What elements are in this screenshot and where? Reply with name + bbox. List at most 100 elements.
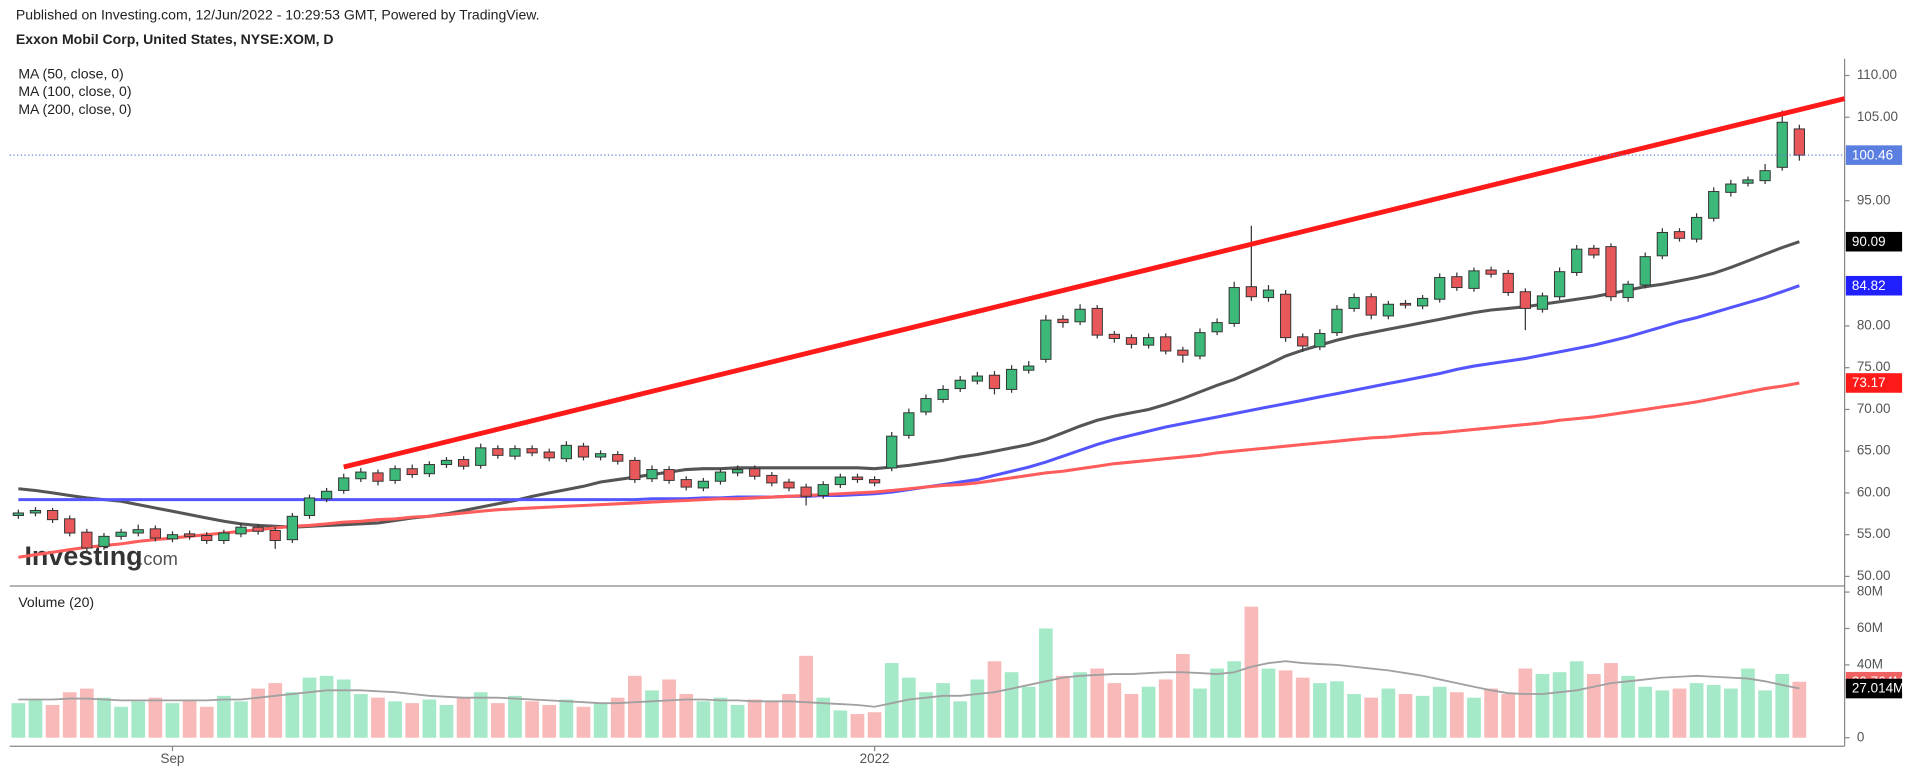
volume-bar [1021,686,1036,738]
volume-bar [1124,694,1139,738]
candle-body [783,481,795,489]
candle-body [577,445,590,458]
volume-bar [182,699,197,738]
volume-bar [1398,694,1413,738]
volume-bar [1330,681,1344,738]
volume-bar [1227,661,1242,738]
candle-body [1416,297,1429,307]
volume-bar [1484,688,1498,738]
volume-bar [850,714,865,738]
candle-body [800,486,812,497]
candle-body [1451,276,1463,289]
candle-body [1023,365,1035,371]
volume-bar [28,699,43,738]
candle-body [235,526,247,535]
candle-body [132,529,144,534]
volume-bar [216,695,231,738]
volume-bar [1449,692,1464,738]
volume-bar [508,695,522,738]
volume-bar [1638,686,1653,738]
candle-body [1262,289,1275,299]
ma-legend: MA (50, close, 0) [18,65,123,81]
candle-body [269,530,281,542]
volume-bar [764,701,779,738]
candle-body [303,497,316,516]
moving-average-line [18,284,1800,502]
volume-bar [1193,688,1207,738]
volume-bar [679,694,694,738]
candle-body [629,459,641,481]
candle-body [457,459,470,467]
ma-legend: MA (100, close, 0) [18,83,131,99]
volume-bar [1432,686,1447,738]
candle-body [714,471,727,482]
candle-body [115,531,127,537]
y-tick-label: 75.00 [1857,359,1891,374]
candle-body [338,477,350,491]
last-price-label: 100.46 [1852,147,1893,162]
candle-body [201,535,213,542]
candle-body [543,451,555,459]
volume-bar [867,712,882,738]
ma-last-label-box [1845,275,1903,296]
volume-bar [456,697,471,738]
candle-body [731,469,744,474]
volume-tick-label: 40M [1857,656,1883,671]
candle-body [1279,293,1292,339]
volume-ma-line [18,660,1800,708]
candle-body [218,532,230,542]
candle-body [1245,286,1257,298]
candle-body [320,490,333,500]
candle-body [526,448,538,454]
volume-bar [79,688,94,738]
candle-body [1468,270,1480,289]
candle-body [663,469,675,481]
volume-bars [11,606,1807,738]
candle-body [1605,246,1617,298]
candle-body [1776,121,1788,168]
volume-bar [422,699,437,738]
candle-body [509,448,521,457]
y-tick-label: 70.00 [1857,401,1891,416]
volume-bar [1775,674,1790,738]
volume-bar [336,679,351,738]
candle-body [149,528,161,539]
volume-bar [782,694,796,738]
volume-bar [1107,683,1122,738]
ma-last-label-box [1845,231,1903,252]
volume-bar [1689,683,1704,738]
candle-body [1228,287,1240,324]
candle-body [46,509,59,521]
candle-body [1297,336,1309,347]
volume-bar [1792,681,1807,738]
candle-body [612,454,624,462]
candle-body [1571,248,1583,274]
candle-body [1348,297,1360,309]
volume-bar [285,692,300,738]
candle-body [1331,308,1343,334]
candle-body [98,535,110,547]
volume-bar [1621,675,1635,738]
candle-body [1690,216,1703,240]
ma-legend: MA (200, close, 0) [18,101,131,117]
volume-bar [1723,688,1738,738]
candle-body [1040,319,1052,360]
candle-body [1125,337,1138,345]
volume-bar [1090,668,1105,738]
volume-bar [1261,668,1276,738]
watermark-suffix: .com [138,548,178,569]
candle-body [971,375,983,382]
volume-bar [1175,653,1190,738]
volume-bar [1758,690,1772,738]
symbol-title: Exxon Mobil Corp, United States, NYSE:XO… [16,31,334,47]
volume-bar [199,706,214,738]
volume-bar [970,679,985,738]
candle-body [646,469,658,480]
ma-last-label: 84.82 [1852,278,1886,293]
candle-body [1656,231,1668,257]
candle-body [1759,170,1771,182]
candle-body [1211,322,1223,333]
candle-body [1194,332,1206,357]
volume-bar [405,703,420,738]
volume-ma-last-label: 27.014M [1852,681,1904,696]
